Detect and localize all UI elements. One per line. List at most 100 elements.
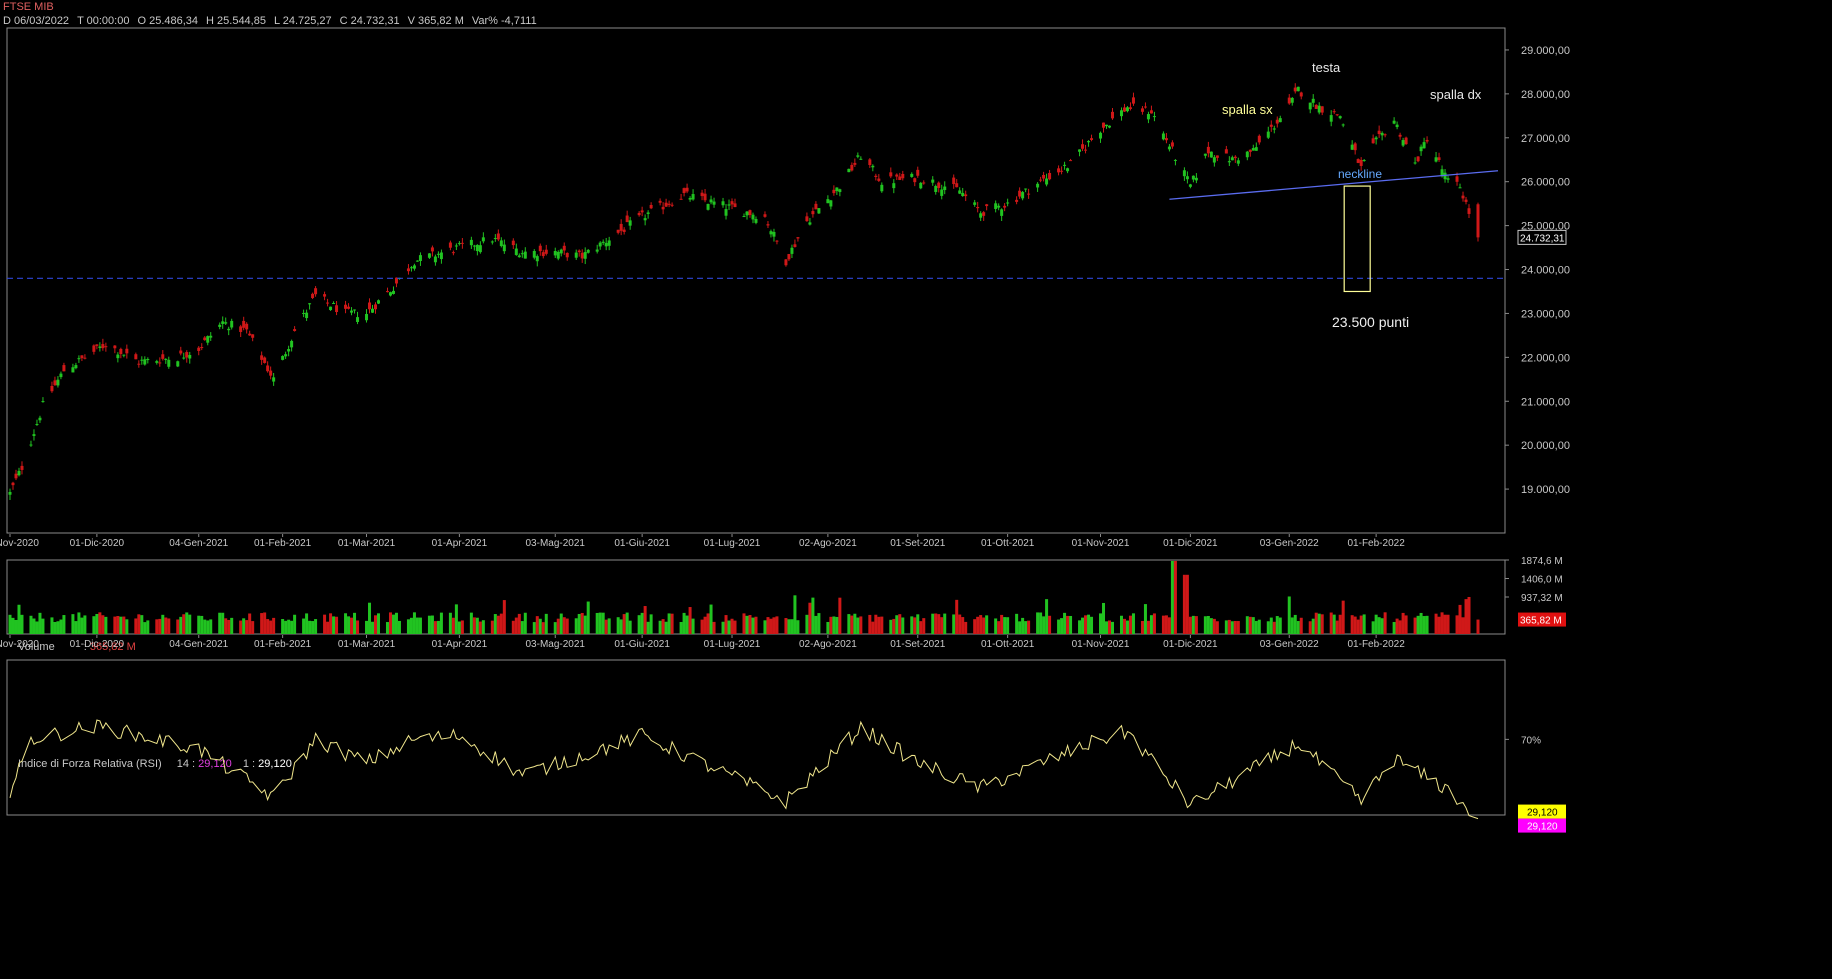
candle-body <box>56 379 60 386</box>
candle-body <box>1314 104 1318 109</box>
candle-body <box>1377 130 1381 134</box>
candle-body <box>619 223 623 231</box>
candle <box>661 202 665 215</box>
low-readout: L 24.725,27 <box>273 15 332 27</box>
volume-bar <box>1069 615 1073 634</box>
candle <box>1188 183 1192 189</box>
candle-body <box>29 444 33 446</box>
candle-body <box>817 208 821 214</box>
volume-bar <box>766 617 770 634</box>
candle-body <box>1383 134 1387 136</box>
candle-body <box>814 203 818 210</box>
candle <box>329 306 333 311</box>
candle <box>763 211 767 218</box>
candle-body <box>1119 110 1123 117</box>
volume-bar <box>1251 617 1255 634</box>
candle-body <box>919 182 923 189</box>
candle <box>565 252 569 261</box>
volume-bar <box>709 604 713 634</box>
volume-bar <box>116 615 120 634</box>
volume-bar <box>535 616 539 634</box>
candle <box>490 240 494 245</box>
candle-body <box>1078 149 1082 152</box>
rsi-period: 14 : <box>176 758 196 770</box>
volume-bar <box>1230 621 1234 634</box>
candle <box>143 356 147 366</box>
candle <box>877 174 881 182</box>
volume-bar <box>418 617 422 634</box>
volume-bar <box>964 621 968 634</box>
annotation-spalla-sx: spalla sx <box>1222 102 1273 117</box>
high-readout: H 25.544,85 <box>206 15 266 27</box>
volume-bar <box>260 613 264 634</box>
volume-bar <box>83 615 87 634</box>
volume-bar <box>263 612 267 634</box>
candle <box>376 299 380 305</box>
candle-body <box>829 200 833 207</box>
candle-body <box>344 304 348 309</box>
candle-body <box>11 482 15 486</box>
volume-bar <box>101 615 105 634</box>
candle <box>838 188 842 197</box>
volume-bar <box>922 618 926 634</box>
volume-bar <box>544 613 548 634</box>
volume-bar <box>1003 617 1007 634</box>
candle-body <box>454 245 458 247</box>
candle-body <box>385 291 389 293</box>
candle <box>814 201 818 210</box>
candle <box>1374 136 1378 145</box>
candle-body <box>227 328 231 331</box>
volume-bar <box>580 612 584 634</box>
volume-bar <box>1278 617 1282 634</box>
volume-bar <box>622 614 626 634</box>
candle-body <box>496 233 500 240</box>
volume-bar <box>811 597 815 634</box>
volume-bar <box>532 622 536 634</box>
price-y-tick-label: 21.000,00 <box>1521 396 1570 408</box>
candle-body <box>122 354 126 356</box>
candle-body <box>230 320 234 328</box>
candle-body <box>472 245 476 247</box>
candle-body <box>83 357 87 359</box>
candle <box>1254 142 1258 151</box>
candle-body <box>973 202 977 205</box>
candle-body <box>391 290 395 294</box>
candle <box>1278 115 1282 123</box>
volume-bar <box>433 621 437 634</box>
candle-body <box>158 362 162 364</box>
volume-bar <box>1455 615 1459 634</box>
candle <box>200 343 204 351</box>
volume-bar <box>565 618 569 634</box>
price-x-label: 01-Set-2021 <box>890 538 945 549</box>
candle <box>332 301 336 304</box>
candle <box>1173 159 1177 166</box>
volume-bar <box>958 614 962 634</box>
candle <box>556 250 560 261</box>
candle-body <box>538 245 542 252</box>
candle-body <box>793 244 797 247</box>
volume-bar <box>1027 620 1031 634</box>
volume-bar <box>374 615 378 634</box>
volume-bar <box>808 602 812 634</box>
candle-body <box>1164 138 1168 141</box>
volume-bar <box>1149 615 1153 634</box>
volume-bar <box>685 615 689 634</box>
candle-body <box>1224 149 1228 154</box>
candle <box>985 203 989 211</box>
candle-body <box>8 491 12 495</box>
candle <box>856 152 860 159</box>
volume-bar <box>167 618 171 634</box>
candle-body <box>164 358 168 360</box>
candle-body <box>1039 179 1043 181</box>
candle-body <box>221 321 225 324</box>
candle-body <box>251 334 255 338</box>
last-rsi-box-2 <box>1518 818 1566 833</box>
candle-body <box>1317 105 1321 113</box>
volume-bar <box>1048 615 1052 634</box>
candle-body <box>1413 162 1417 164</box>
candle <box>868 158 872 168</box>
candle <box>964 190 968 202</box>
candle <box>1209 151 1213 158</box>
candle <box>388 291 392 297</box>
volume-bar <box>239 620 243 634</box>
